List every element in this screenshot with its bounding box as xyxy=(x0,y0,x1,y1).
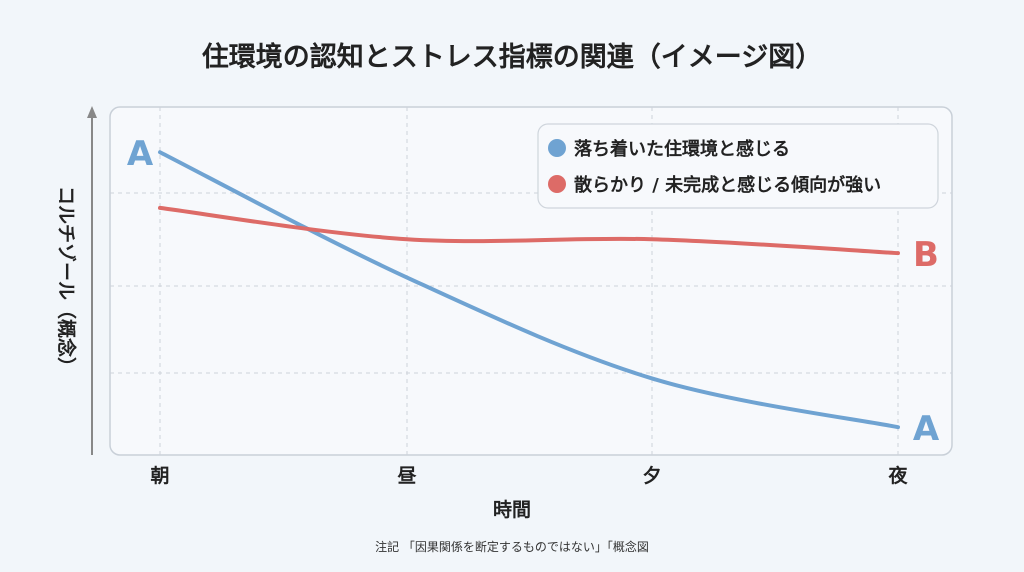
legend-entry-calm: 落ち着いた住環境と感じる xyxy=(574,138,790,160)
series-line-1 xyxy=(158,205,900,256)
series-end-label: B xyxy=(913,235,939,275)
legend-swatch-red xyxy=(548,175,566,193)
y-axis-label: コルチゾール（概念） xyxy=(55,186,78,376)
footnote: 注記 「因果関係を断定するものではない」「概念図 xyxy=(375,539,649,554)
chart-title: 住環境の認知とストレス指標の関連（イメージ図） xyxy=(202,41,822,73)
x-tick-label: 夜 xyxy=(887,464,908,487)
x-tick-label: 昼 xyxy=(397,465,416,487)
series-line-0 xyxy=(158,150,900,430)
x-tick-label: 夕 xyxy=(642,464,661,487)
legend-entry-cluttered: 散らかり / 未完成と感じる傾向が強い xyxy=(574,174,881,196)
x-tick-label: 朝 xyxy=(150,465,169,487)
series-start-label: A xyxy=(127,134,154,174)
legend-swatch-blue xyxy=(548,139,566,157)
series-end-label: A xyxy=(913,409,940,449)
legend: 落ち着いた住環境と感じる 散らかり / 未完成と感じる傾向が強い xyxy=(537,123,939,209)
legend-box xyxy=(537,123,939,209)
y-axis-arrow-icon xyxy=(87,106,97,118)
x-axis-label: 時間 xyxy=(493,499,531,521)
